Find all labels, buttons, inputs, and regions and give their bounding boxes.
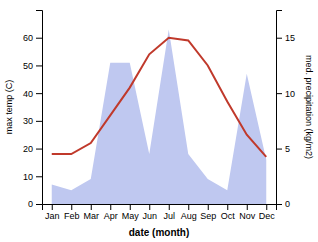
- axis-line: [43, 205, 277, 211]
- tick: Jun: [142, 204, 157, 221]
- tick-label: May: [122, 211, 140, 221]
- y-axis-title: max temp (C): [4, 80, 14, 135]
- tick-mark: [36, 38, 42, 39]
- tick: 60: [23, 33, 42, 43]
- tick-label: Jul: [163, 211, 175, 221]
- tick-label: 5: [285, 144, 290, 154]
- tick-mark: [36, 93, 42, 94]
- tick-mark: [36, 204, 42, 205]
- y2-axis: 0 5 10 15: [276, 11, 295, 210]
- tick-label: 50: [23, 61, 33, 71]
- tick-mark: [71, 204, 72, 210]
- tick-mark: [149, 204, 150, 210]
- tick-label: Jan: [45, 211, 60, 221]
- tick-label: 60: [23, 33, 33, 43]
- tick-mark: [36, 65, 42, 66]
- tick: 0: [28, 199, 42, 209]
- tick-mark: [276, 149, 282, 150]
- chart: Jan Feb Mar Apr MayJun Jul AugSep OctNovDec 0 10 2…: [0, 0, 318, 242]
- tick: 50: [23, 61, 42, 71]
- axis-line: [36, 11, 43, 205]
- tick-mark: [266, 204, 267, 210]
- tick-mark: [52, 204, 53, 210]
- tick-label: Aug: [181, 211, 197, 221]
- tick: Aug: [181, 204, 197, 221]
- tick-label: Mar: [84, 211, 100, 221]
- tick-mark: [36, 121, 42, 122]
- y-axis: 0 10 20 30 40 50 60: [23, 11, 43, 210]
- tick: 0: [276, 199, 290, 209]
- tick-mark: [36, 176, 42, 177]
- tick-label: Sep: [200, 211, 216, 221]
- tick-label: 15: [285, 33, 295, 43]
- tick-mark: [36, 149, 42, 150]
- tick: 10: [23, 172, 42, 182]
- tick: 10: [276, 89, 295, 99]
- tick-label: 0: [28, 199, 33, 209]
- tick-mark: [91, 204, 92, 210]
- tick-mark: [110, 204, 111, 210]
- tick: 5: [276, 144, 290, 154]
- tick-label: 0: [285, 199, 290, 209]
- tick: Dec: [259, 204, 276, 221]
- tick: Jul: [163, 204, 175, 221]
- tick-label: 40: [23, 89, 33, 99]
- tick-mark: [188, 204, 189, 210]
- tick-label: Jun: [142, 211, 157, 221]
- axis-line: [277, 11, 283, 205]
- tick: Nov: [239, 204, 256, 221]
- tick: Mar: [84, 204, 100, 221]
- tick-label: 10: [285, 89, 295, 99]
- tick: 15: [276, 33, 295, 43]
- tick-mark: [130, 204, 131, 210]
- tick-mark: [276, 93, 282, 94]
- x-axis-title: date (month): [129, 227, 190, 238]
- plot: Jan Feb Mar Apr MayJun Jul AugSep OctNovDec 0 10 2…: [4, 11, 314, 239]
- temperature-line: [52, 38, 267, 157]
- x-axis: Jan Feb Mar Apr MayJun Jul AugSep OctNovDec: [43, 204, 277, 221]
- precipitation-area: [52, 29, 267, 204]
- tick-mark: [276, 204, 282, 205]
- tick: 20: [23, 144, 42, 154]
- tick-label: 10: [23, 172, 33, 182]
- tick: Sep: [200, 204, 216, 221]
- tick-label: Apr: [104, 211, 118, 221]
- tick-mark: [247, 204, 248, 210]
- tick-mark: [169, 204, 170, 210]
- tick-mark: [276, 38, 282, 39]
- tick: Apr: [104, 204, 118, 221]
- tick-label: 20: [23, 144, 33, 154]
- tick-label: Dec: [259, 211, 276, 221]
- tick-label: Feb: [64, 211, 80, 221]
- tick-label: Oct: [221, 211, 236, 221]
- tick-label: Nov: [239, 211, 256, 221]
- y2-axis-title: med. precipitation (kg/m2): [304, 55, 314, 159]
- tick: Oct: [221, 204, 236, 221]
- marks: [52, 29, 267, 204]
- tick: Feb: [64, 204, 80, 221]
- tick-mark: [208, 204, 209, 210]
- tick: 30: [23, 116, 42, 126]
- tick: 40: [23, 89, 42, 99]
- tick: Jan: [45, 204, 60, 221]
- tick-mark: [227, 204, 228, 210]
- tick: May: [122, 204, 140, 221]
- tick-label: 30: [23, 116, 33, 126]
